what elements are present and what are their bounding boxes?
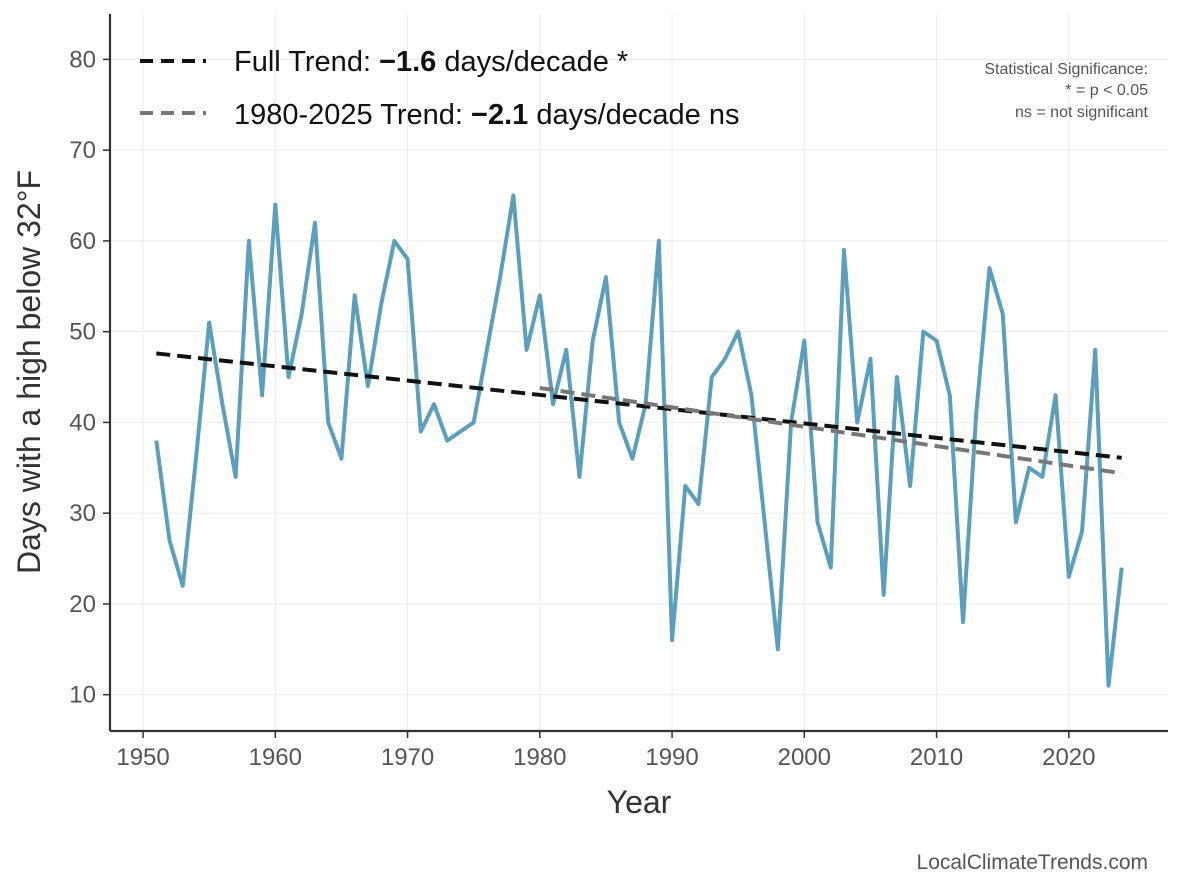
- legend-value-1980-trend: −2.1: [471, 99, 528, 131]
- series-line-annual-days: [154, 193, 1124, 688]
- legend-label-full-trend: Full Trend: −1.6 days/decade *: [234, 46, 628, 78]
- legend-prefix-full-trend: Full Trend:: [234, 46, 379, 78]
- legend-prefix-1980-trend: 1980-2025 Trend:: [234, 99, 471, 131]
- legend-label-1980-trend: 1980-2025 Trend: −2.1 days/decade ns: [234, 99, 739, 131]
- x-tick-label: 1990: [645, 744, 698, 771]
- legend-suffix-full-trend: days/decade *: [436, 46, 628, 78]
- significance-line-1: Statistical Significance:: [984, 61, 1148, 78]
- y-tick-label: 70: [69, 137, 96, 164]
- y-tick-label: 40: [69, 409, 96, 436]
- x-tick-label: 2000: [778, 744, 831, 771]
- y-tick-label: 80: [69, 46, 96, 73]
- trend-line-full: [156, 351, 1122, 460]
- y-tick-label: 30: [69, 500, 96, 527]
- significance-note: Statistical Significance: * = p < 0.05 n…: [984, 61, 1148, 121]
- series-layer: [154, 193, 1124, 688]
- x-tick-label: 1970: [381, 744, 434, 771]
- x-axis-title: Year: [607, 784, 672, 820]
- x-tick-label: 2010: [910, 744, 963, 771]
- x-tick-label: 1960: [249, 744, 302, 771]
- ticks: 10 20 30 40 50 60 70 80 1950 1960 1970 1980 1990 2000…: [69, 46, 1095, 771]
- source-credit: LocalClimateTrends.com: [917, 851, 1148, 874]
- legend-value-full-trend: −1.6: [379, 46, 436, 78]
- trend-line-1980-2025: [539, 385, 1123, 476]
- legend-suffix-1980-trend: days/decade ns: [528, 99, 739, 131]
- y-axis-title: Days with a high below 32°F: [11, 170, 47, 574]
- x-tick-label: 1980: [513, 744, 566, 771]
- x-tick-label: 1950: [116, 744, 169, 771]
- legend: Full Trend: −1.6 days/decade * 1980-2025…: [140, 46, 739, 131]
- x-tick-label: 2020: [1042, 744, 1095, 771]
- y-tick-label: 20: [69, 591, 96, 618]
- significance-line-3: ns = not significant: [1015, 104, 1149, 121]
- significance-line-2: * = p < 0.05: [1065, 82, 1148, 99]
- y-tick-label: 10: [69, 682, 96, 709]
- y-tick-label: 50: [69, 319, 96, 346]
- y-tick-label: 60: [69, 228, 96, 255]
- axes: [108, 14, 1168, 733]
